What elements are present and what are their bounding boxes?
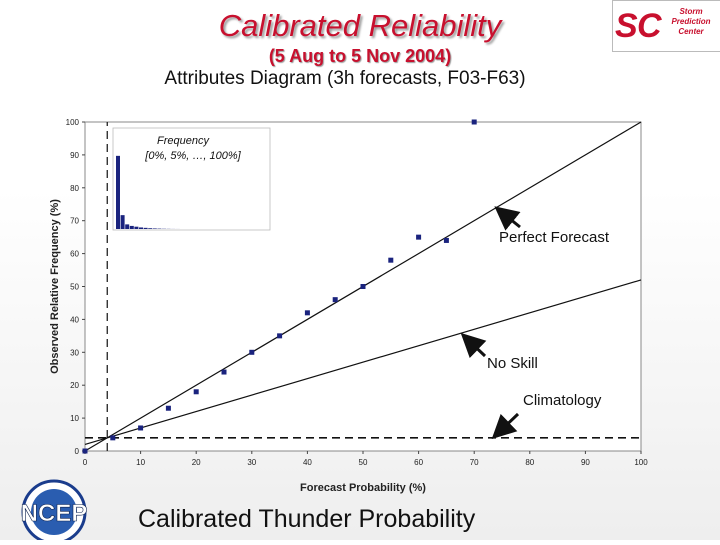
- y-tick-label: 90: [70, 151, 79, 160]
- inset-bar: [153, 228, 157, 229]
- data-point: [83, 449, 88, 454]
- x-tick-label: 40: [303, 458, 312, 467]
- y-tick-label: 80: [70, 184, 79, 193]
- data-point: [333, 297, 338, 302]
- inset-bar: [125, 224, 129, 229]
- data-point: [472, 120, 477, 125]
- inset-bar: [116, 156, 120, 229]
- inset-bar: [148, 228, 152, 229]
- data-point: [194, 389, 199, 394]
- x-tick-label: 0: [83, 458, 88, 467]
- y-tick-label: 0: [75, 447, 80, 456]
- inset-bar: [144, 228, 148, 229]
- inset-bar: [139, 227, 143, 229]
- y-tick-label: 40: [70, 315, 79, 324]
- inset-range-label: [0%, 5%, …, 100%]: [144, 150, 241, 162]
- data-point: [388, 258, 393, 263]
- y-tick-label: 60: [70, 250, 79, 259]
- data-point: [361, 284, 366, 289]
- no-skill-label: No Skill: [487, 355, 538, 372]
- x-tick-label: 50: [359, 458, 368, 467]
- x-axis-title: Forecast Probability (%): [300, 482, 426, 494]
- y-axis-title: Observed Relative Frequency (%): [49, 199, 61, 374]
- y-tick-label: 20: [70, 381, 79, 390]
- data-point: [166, 406, 171, 411]
- data-point: [305, 310, 310, 315]
- inset-label: Frequency: [157, 135, 210, 147]
- inset-bar: [130, 226, 134, 229]
- frequency-inset: Frequency [0%, 5%, …, 100%]: [113, 128, 270, 230]
- y-tick-label: 30: [70, 348, 79, 357]
- data-point: [138, 425, 143, 430]
- y-tick-label: 100: [66, 118, 80, 127]
- x-tick-label: 20: [192, 458, 201, 467]
- x-tick-label: 100: [634, 458, 648, 467]
- x-tick-label: 60: [414, 458, 423, 467]
- data-point: [416, 235, 421, 240]
- x-tick-label: 90: [581, 458, 590, 467]
- data-point: [277, 333, 282, 338]
- inset-bar: [134, 227, 138, 229]
- y-tick-label: 70: [70, 217, 79, 226]
- x-tick-label: 30: [247, 458, 256, 467]
- inset-bar: [121, 215, 125, 229]
- climatology-label: Climatology: [523, 392, 602, 409]
- perfect-forecast-label: Perfect Forecast: [499, 229, 610, 246]
- data-point: [110, 435, 115, 440]
- data-point: [444, 238, 449, 243]
- y-tick-label: 10: [70, 414, 79, 423]
- y-tick-label: 50: [70, 283, 79, 292]
- x-tick-label: 80: [525, 458, 534, 467]
- data-point: [222, 370, 227, 375]
- x-tick-label: 10: [136, 458, 145, 467]
- data-point: [249, 350, 254, 355]
- x-tick-label: 70: [470, 458, 479, 467]
